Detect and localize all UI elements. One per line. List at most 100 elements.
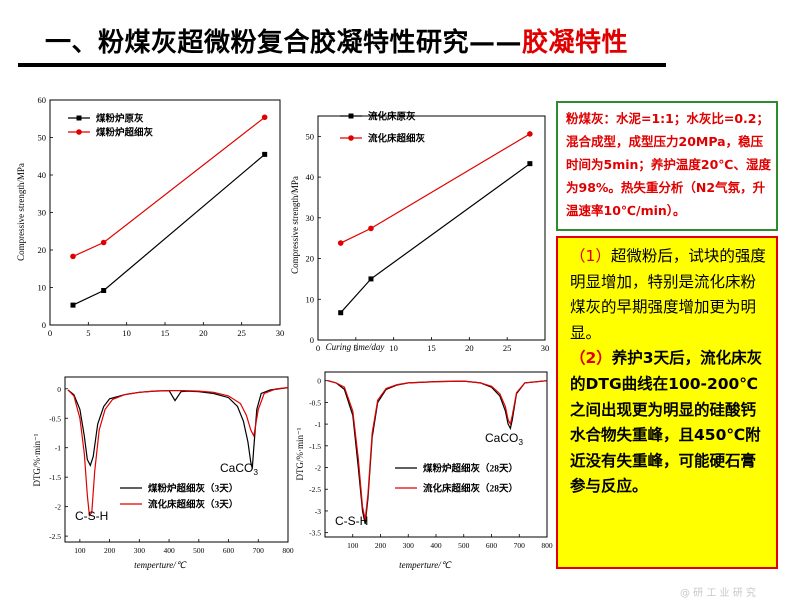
legend-label: 煤粉炉超细灰 xyxy=(96,127,154,139)
legend-label: 流化床超细灰（28天） xyxy=(423,483,518,495)
y-tick-label: 0 xyxy=(57,385,61,394)
data-point xyxy=(338,310,344,316)
peak-annotation-subscript: 3 xyxy=(253,467,258,477)
conclusion-2-marker: （2） xyxy=(570,349,612,368)
plot-frame xyxy=(64,376,289,543)
conclusion-1: （1）超微粉后，试块的强度明显增加，特别是流化床粉煤灰的早期强度增加更为明显。 xyxy=(570,244,770,346)
y-axis-label: Compressive strength/MPa xyxy=(290,176,300,274)
conclusions-box: （1）超微粉后，试块的强度明显增加，特别是流化床粉煤灰的早期强度增加更为明显。 … xyxy=(556,236,778,569)
x-tick-label: 500 xyxy=(458,541,470,550)
y-tick-label: -1 xyxy=(315,420,321,429)
watermark: @ 研 工 业 研 究 xyxy=(680,588,756,599)
legend-label: 煤粉炉超细灰（28天） xyxy=(423,463,518,475)
x-tick-label: 25 xyxy=(237,328,246,338)
chart-dtg-3d-svg: 100 200 300 400 500 600 700 800 0 -0.5 -1 -1.5 -2 -2.… xyxy=(32,376,294,570)
legend-label: 流化床原灰 xyxy=(368,111,416,123)
x-tick-label: 200 xyxy=(104,546,116,555)
data-point xyxy=(261,114,268,121)
y-tick-label: 30 xyxy=(306,213,315,223)
conclusion-1-marker: （1） xyxy=(570,247,611,265)
y-tick-label: -0.5 xyxy=(309,398,321,407)
y-tick-label: -1 xyxy=(55,444,61,453)
x-tick-label: 500 xyxy=(193,546,205,555)
experiment-conditions-box: 粉煤灰：水泥=1:1；水灰比=0.2；混合成型，成型压力20MPa，稳压时间为5… xyxy=(556,101,778,231)
data-point xyxy=(100,239,107,246)
x-tick-label: 10 xyxy=(389,343,398,352)
title-underline xyxy=(18,63,666,67)
x-tick-label: 300 xyxy=(403,541,415,550)
y-tick-label: 60 xyxy=(38,95,47,105)
y-tick-label: 0 xyxy=(317,377,321,386)
y-tick-label: 0 xyxy=(42,320,46,330)
x-tick-label: 100 xyxy=(347,541,359,550)
chart-strength-pc-svg: 0 5 10 15 20 25 30 0 10 20 30 40 50 60 Compressive str… xyxy=(16,95,285,338)
y-tick-label: 50 xyxy=(306,131,315,141)
legend-marker xyxy=(348,113,354,119)
title-main: 一、粉煤灰超微粉复合胶凝特性研究—— xyxy=(45,28,523,58)
y-tick-label: 40 xyxy=(38,170,47,180)
y-tick-label: -3.5 xyxy=(309,529,321,538)
data-point xyxy=(368,225,374,232)
x-tick-label: 20 xyxy=(199,328,208,338)
x-tick-label: 600 xyxy=(223,546,235,555)
legend-marker xyxy=(76,115,82,121)
x-tick-label: 700 xyxy=(514,541,526,550)
x-axis-label: temperture/℃ xyxy=(399,560,452,570)
x-tick-label: 30 xyxy=(276,328,285,338)
chart-dtg-28d: 100 200 300 400 500 600 700 800 0 -0.5 -1 -1.5 -2 -2.… xyxy=(295,362,555,572)
data-point xyxy=(101,288,107,293)
y-tick-label: -0.5 xyxy=(49,414,61,423)
peak-annotation: C-S-H xyxy=(335,514,368,528)
y-tick-label: 30 xyxy=(38,208,47,218)
y-tick-label: -1.5 xyxy=(49,473,61,482)
y-axis-label: DTG/%·min⁻¹ xyxy=(32,433,42,486)
x-tick-label: 400 xyxy=(163,546,175,555)
data-point xyxy=(527,131,533,137)
x-tick-label: 5 xyxy=(86,328,90,338)
x-tick-label: 0 xyxy=(48,328,52,338)
conclusion-2-text: 养护3天后，流化床灰的DTG曲线在100-200℃之间出现更为明显的硅酸钙水合物… xyxy=(570,349,763,496)
legend-label: 煤粉炉原灰 xyxy=(96,113,144,125)
x-tick-label: 10 xyxy=(122,328,130,338)
y-tick-label: -1.5 xyxy=(309,442,321,451)
series-line xyxy=(67,387,289,469)
peak-annotation: CaCO3 xyxy=(485,431,523,447)
x-tick-label: 25 xyxy=(503,343,512,352)
x-tick-label: 200 xyxy=(375,541,387,550)
chart-dtg-28d-svg: 100 200 300 400 500 600 700 800 0 -0.5 -1 -1.5 -2 -2.… xyxy=(295,371,553,570)
y-axis-label: DTG/%·min⁻¹ xyxy=(295,427,305,480)
x-tick-label: 600 xyxy=(486,541,498,550)
y-axis-label: Compressive strength/MPa xyxy=(16,163,26,261)
x-tick-label: 15 xyxy=(427,343,436,352)
series-line xyxy=(72,153,266,306)
data-point xyxy=(337,240,344,246)
legend-label: 煤粉炉超细灰（3天） xyxy=(148,483,238,495)
chart-strength-pc: 0 5 10 15 20 25 30 0 10 20 30 40 50 60 Compressive str… xyxy=(10,90,300,340)
data-point xyxy=(70,302,76,308)
x-tick-label: 800 xyxy=(541,541,553,550)
x-tick-label: 30 xyxy=(541,343,550,352)
y-tick-label: 50 xyxy=(38,133,47,143)
conclusion-2: （2）养护3天后，流化床灰的DTG曲线在100-200℃之间出现更为明显的硅酸钙… xyxy=(570,346,770,500)
series-line xyxy=(327,380,548,525)
x-tick-label: 800 xyxy=(282,546,294,555)
x-tick-label: 400 xyxy=(430,541,442,550)
series-line xyxy=(340,163,531,314)
x-tick-label: 300 xyxy=(134,546,146,555)
y-tick-label: 10 xyxy=(306,294,315,304)
y-tick-label: 0 xyxy=(310,335,314,345)
y-tick-label: 10 xyxy=(38,283,47,293)
y-tick-label: -2 xyxy=(315,464,321,473)
data-point xyxy=(368,276,374,282)
x-tick-label: 100 xyxy=(74,546,86,555)
data-point xyxy=(262,151,268,157)
page-title: 一、粉煤灰超微粉复合胶凝特性研究——胶凝特性 xyxy=(45,22,628,59)
conclusion-1-text: 超微粉后，试块的强度明显增加，特别是流化床粉煤灰的早期强度增加更为明显。 xyxy=(570,247,766,342)
plot-frame xyxy=(49,99,281,326)
x-tick-label: 15 xyxy=(161,328,170,338)
y-tick-label: 20 xyxy=(306,254,315,264)
x-tick-label: 0 xyxy=(316,343,320,352)
title-highlight: 胶凝特性 xyxy=(522,28,629,58)
legend-label: 流化床超细灰（3天） xyxy=(148,499,238,511)
x-tick-label: 20 xyxy=(465,343,474,352)
